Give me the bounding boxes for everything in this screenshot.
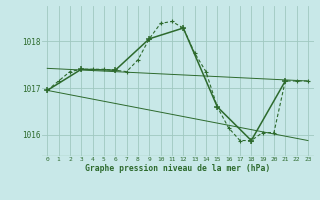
X-axis label: Graphe pression niveau de la mer (hPa): Graphe pression niveau de la mer (hPa) [85,164,270,173]
